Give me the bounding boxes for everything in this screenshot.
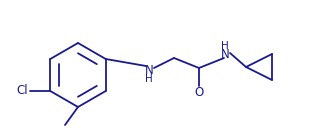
Text: N: N [221,48,229,62]
Text: N: N [145,65,153,77]
Text: O: O [194,86,204,98]
Text: H: H [145,74,153,84]
Text: H: H [221,41,229,51]
Text: Cl: Cl [17,84,28,98]
